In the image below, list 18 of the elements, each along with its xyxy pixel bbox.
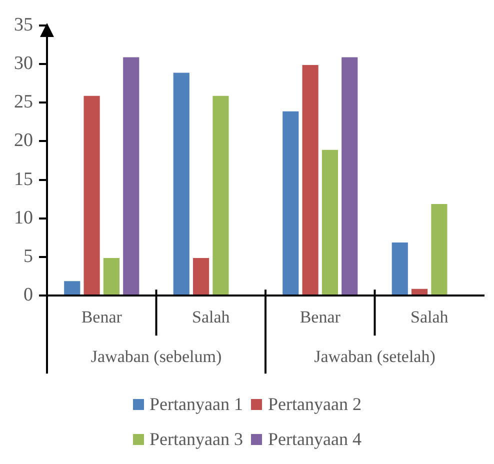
y-tick-label: 25 — [14, 92, 33, 113]
x-tick-label: Salah — [410, 307, 449, 326]
y-tick-label: 0 — [24, 284, 33, 306]
x-tick-label: Benar — [81, 307, 122, 326]
y-tick-label: 15 — [14, 168, 33, 190]
y-tick-label: 35 — [14, 14, 33, 36]
legend-label: Pertanyaan 4 — [268, 429, 362, 450]
y-tick-label: 5 — [24, 246, 33, 267]
y-tick-label: 30 — [14, 52, 33, 74]
legend-label: Pertanyaan 3 — [150, 429, 243, 450]
legend-label: Pertanyaan 2 — [268, 394, 362, 415]
y-tick-label: 20 — [14, 130, 33, 152]
x-tick-label: Salah — [192, 307, 230, 326]
legend-label: Pertanyaan 1 — [150, 394, 243, 415]
text: Jawaban (setelah) — [314, 347, 436, 366]
x-tick-label: Benar — [300, 307, 341, 326]
y-tick-label: 10 — [14, 207, 33, 228]
text: Jawaban (sebelum) — [90, 347, 222, 366]
